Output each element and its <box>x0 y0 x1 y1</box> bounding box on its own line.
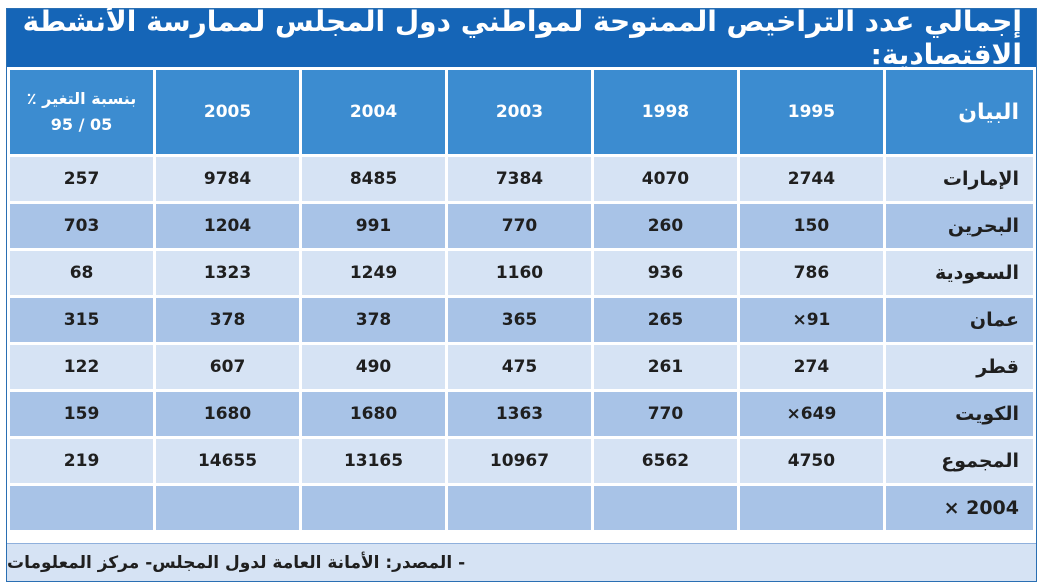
table-row: السعودية 786 936 1160 1249 1323 68 <box>10 251 1033 295</box>
cell-2003: 365 <box>448 298 591 342</box>
cell-2005: 607 <box>156 345 300 389</box>
cell-change: 122 <box>10 345 154 389</box>
column-header-2003: 2003 <box>448 70 591 154</box>
cell-1998 <box>593 486 737 530</box>
cell-1998: 936 <box>593 251 737 295</box>
column-header-change: بنسبة التغير ٪ 95 / 05 <box>10 70 154 154</box>
cell-2004: 1680 <box>302 392 445 436</box>
cell-change <box>10 486 154 530</box>
cell-2003: 10967 <box>448 439 591 483</box>
table-row: 2004 × <box>10 486 1033 530</box>
header-label: البيان <box>885 70 1033 154</box>
row-label: السعودية <box>885 251 1033 295</box>
cell-1995: 786 <box>739 251 883 295</box>
cell-2004: 991 <box>302 204 445 248</box>
cell-2005: 14655 <box>156 439 300 483</box>
cell-2003: 770 <box>448 204 591 248</box>
cell-2004: 378 <box>302 298 445 342</box>
chart-title: إجمالي عدد التراخيص الممنوحة لمواطني دول… <box>7 5 1036 71</box>
column-header-2005: 2005 <box>156 70 300 154</box>
cell-2005: 1680 <box>156 392 300 436</box>
cell-2004: 1249 <box>302 251 445 295</box>
row-label: عمان <box>885 298 1033 342</box>
cell-2003: 1363 <box>448 392 591 436</box>
cell-change: 68 <box>10 251 154 295</box>
table-row: عمان ×91 265 365 378 378 315 <box>10 298 1033 342</box>
data-table: البيان 1995 1998 2003 2004 2005 بنسبة ال… <box>7 67 1036 533</box>
cell-change: 703 <box>10 204 154 248</box>
cell-change: 257 <box>10 157 154 201</box>
change-header-line2: 95 / 05 <box>50 115 113 134</box>
cell-1995: 150 <box>739 204 883 248</box>
cell-change: 315 <box>10 298 154 342</box>
header-row: البيان 1995 1998 2003 2004 2005 بنسبة ال… <box>10 70 1033 154</box>
cell-1995: 2744 <box>739 157 883 201</box>
cell-2004: 490 <box>302 345 445 389</box>
cell-2004: 8485 <box>302 157 445 201</box>
cell-2004: 13165 <box>302 439 445 483</box>
row-label: الكويت <box>885 392 1033 436</box>
cell-1998: 260 <box>593 204 737 248</box>
cell-1998: 6562 <box>593 439 737 483</box>
cell-2005 <box>156 486 300 530</box>
table-body: الإمارات 2744 4070 7384 8485 9784 257 البحرين 15… <box>10 157 1033 530</box>
cell-2004 <box>302 486 445 530</box>
cell-2003: 7384 <box>448 157 591 201</box>
cell-1998: 261 <box>593 345 737 389</box>
chart-frame: إجمالي عدد التراخيص الممنوحة لمواطني دول… <box>6 5 1037 582</box>
cell-2005: 9784 <box>156 157 300 201</box>
cell-2005: 1204 <box>156 204 300 248</box>
cell-change: 159 <box>10 392 154 436</box>
cell-1995 <box>739 486 883 530</box>
row-label: البحرين <box>885 204 1033 248</box>
cell-2003 <box>448 486 591 530</box>
table-row: البحرين 150 260 770 991 1204 703 <box>10 204 1033 248</box>
row-label: قطر <box>885 345 1033 389</box>
cell-2003: 1160 <box>448 251 591 295</box>
column-header-1998: 1998 <box>593 70 737 154</box>
cell-2005: 378 <box>156 298 300 342</box>
cell-1995: 274 <box>739 345 883 389</box>
cell-1995: ×649 <box>739 392 883 436</box>
cell-1998: 770 <box>593 392 737 436</box>
change-header-line1: بنسبة التغير ٪ <box>26 89 137 108</box>
table-row: قطر 274 261 475 490 607 122 <box>10 345 1033 389</box>
table-row: الكويت ×649 770 1363 1680 1680 159 <box>10 392 1033 436</box>
cell-2003: 475 <box>448 345 591 389</box>
cell-1998: 4070 <box>593 157 737 201</box>
table-row: المجموع 4750 6562 10967 13165 14655 219 <box>10 439 1033 483</box>
cell-1995: ×91 <box>739 298 883 342</box>
row-label: المجموع <box>885 439 1033 483</box>
table-row: الإمارات 2744 4070 7384 8485 9784 257 <box>10 157 1033 201</box>
cell-2005: 1323 <box>156 251 300 295</box>
source-note: - المصدر: الأمانة العامة لدول المجلس- مر… <box>7 543 1036 581</box>
cell-1998: 265 <box>593 298 737 342</box>
cell-1995: 4750 <box>739 439 883 483</box>
cell-change: 219 <box>10 439 154 483</box>
row-label: الإمارات <box>885 157 1033 201</box>
row-label: 2004 × <box>885 486 1033 530</box>
column-header-2004: 2004 <box>302 70 445 154</box>
column-header-1995: 1995 <box>739 70 883 154</box>
